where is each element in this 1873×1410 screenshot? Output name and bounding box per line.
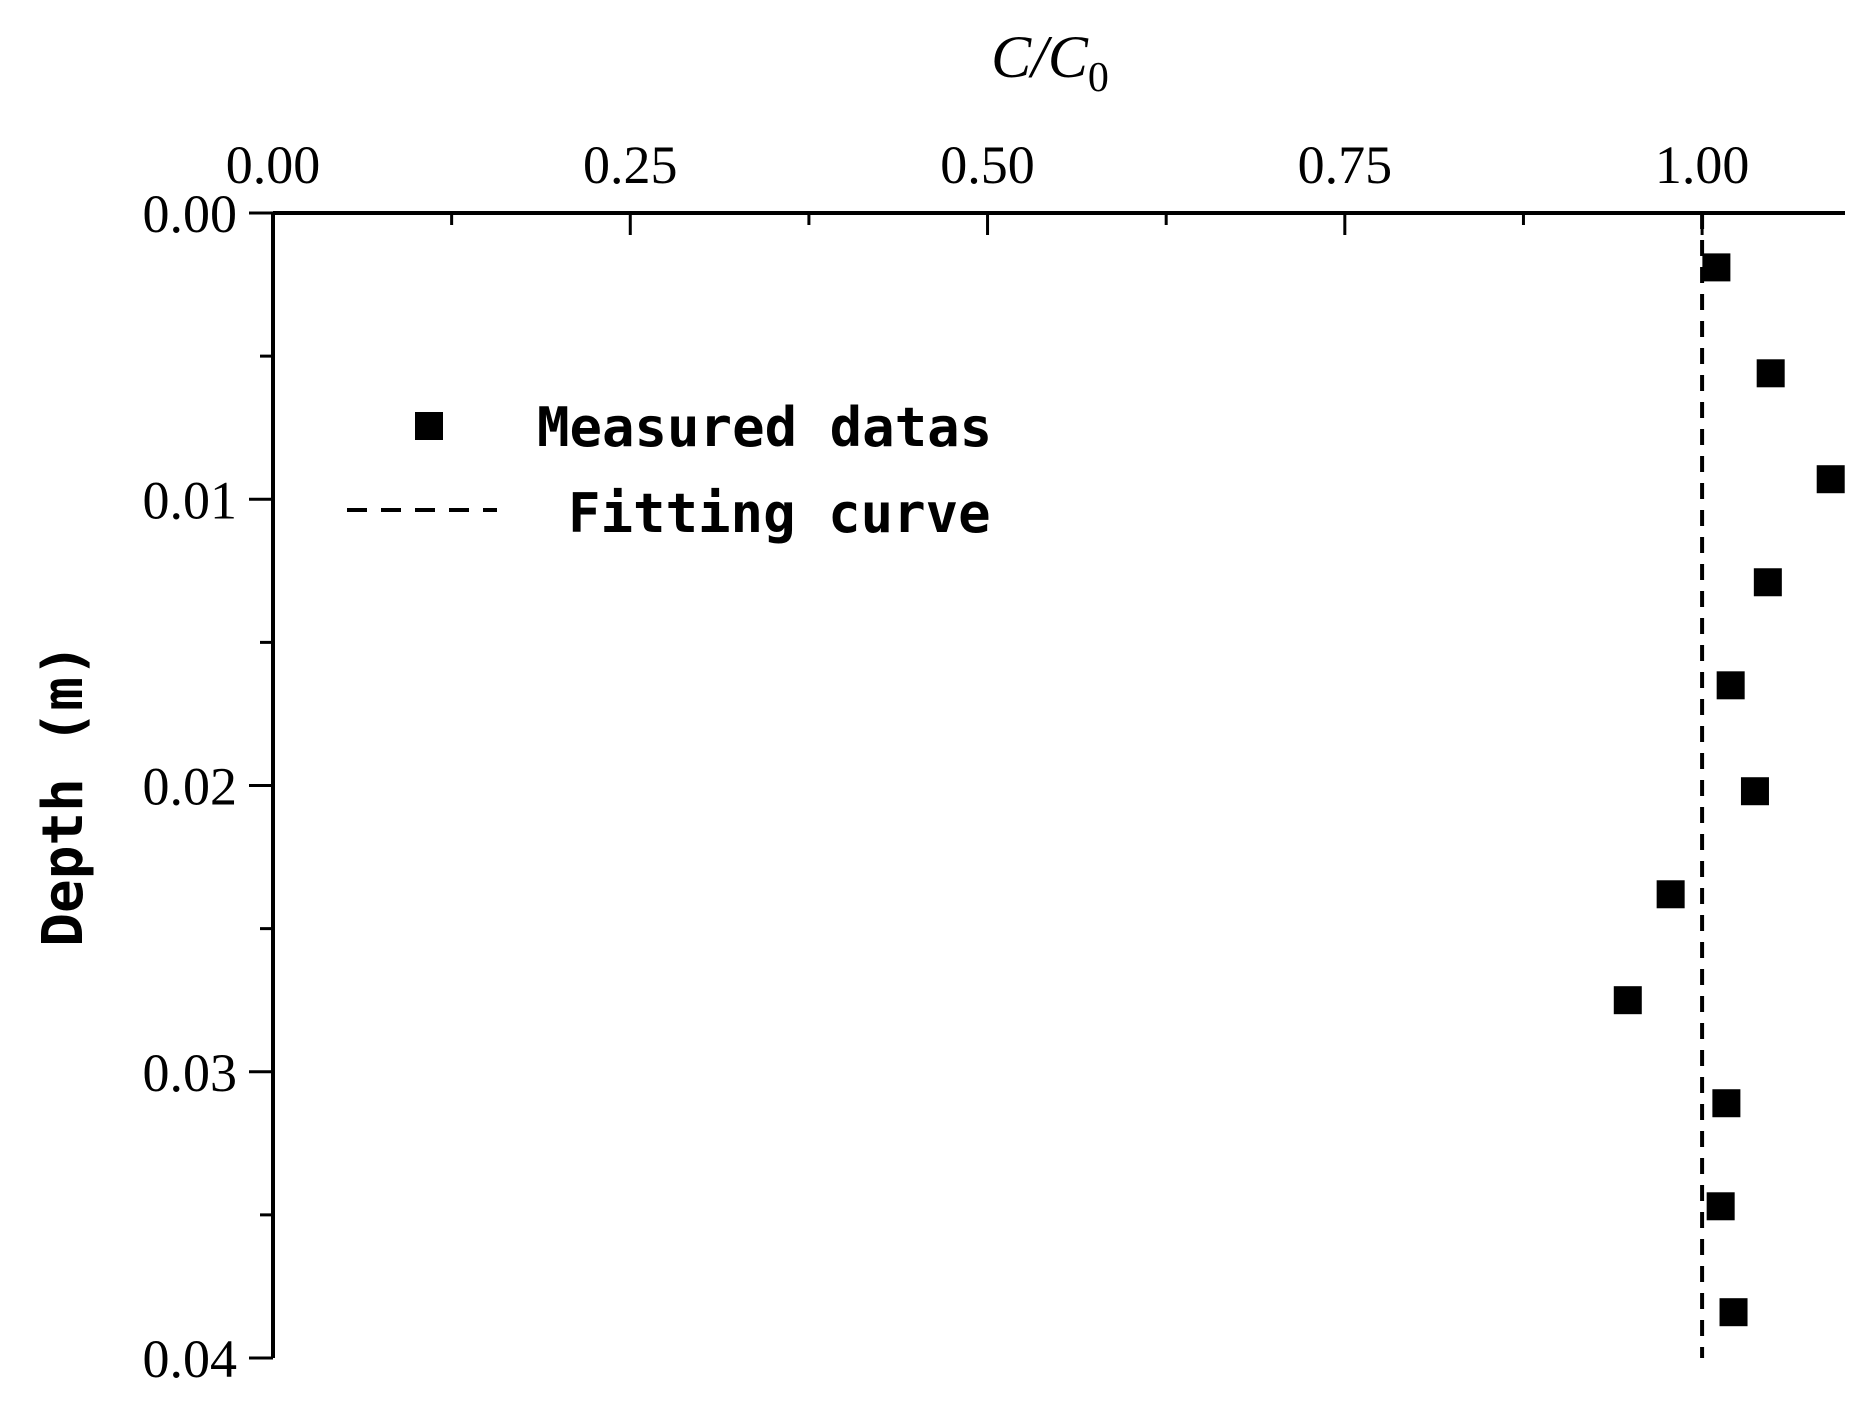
x-tick-label: 0.75: [1298, 135, 1393, 195]
y-tick-label: 0.01: [143, 470, 238, 530]
x-axis-title: C/C0: [991, 24, 1109, 101]
x-tick-label: 0.00: [226, 135, 321, 195]
data-point: [1716, 671, 1745, 700]
x-tick-label: 0.50: [940, 135, 1035, 195]
axes-layer: [271, 211, 1845, 1358]
x-tick-label: 0.25: [583, 135, 678, 195]
legend-label-measured: Measured datas: [537, 396, 992, 459]
legend: Measured datas Fitting curve: [347, 396, 992, 545]
data-point: [1816, 465, 1845, 494]
data-point: [1753, 568, 1782, 597]
data-point: [1756, 359, 1785, 388]
y-tick-label: 0.02: [143, 757, 238, 817]
data-point: [1706, 1192, 1735, 1221]
legend-marker-measured: [415, 412, 443, 440]
y-tick-label: 0.00: [143, 184, 238, 244]
data-point: [1712, 1089, 1741, 1118]
y-tick-label: 0.04: [143, 1329, 238, 1389]
ticks-layer: 0.00 0.25 0.50 0.75 1.00 0.00 0.01 0.02 0.03 0.04: [143, 135, 1750, 1389]
data-point: [1702, 253, 1731, 282]
y-tick-label: 0.03: [143, 1043, 238, 1103]
y-axis-title: Depth (m): [31, 643, 96, 946]
data-point: [1613, 986, 1642, 1015]
x-axis-title-subscript: 0: [1088, 55, 1109, 101]
series-layer: [1613, 213, 1845, 1358]
data-point: [1719, 1298, 1748, 1327]
legend-label-fitting: Fitting curve: [568, 482, 991, 545]
data-point: [1656, 880, 1685, 909]
x-tick-label: 1.00: [1655, 135, 1750, 195]
data-point: [1740, 777, 1769, 806]
x-axis-title-main: C/C: [991, 24, 1089, 90]
axis-titles: C/C0 Depth (m): [31, 24, 1109, 947]
